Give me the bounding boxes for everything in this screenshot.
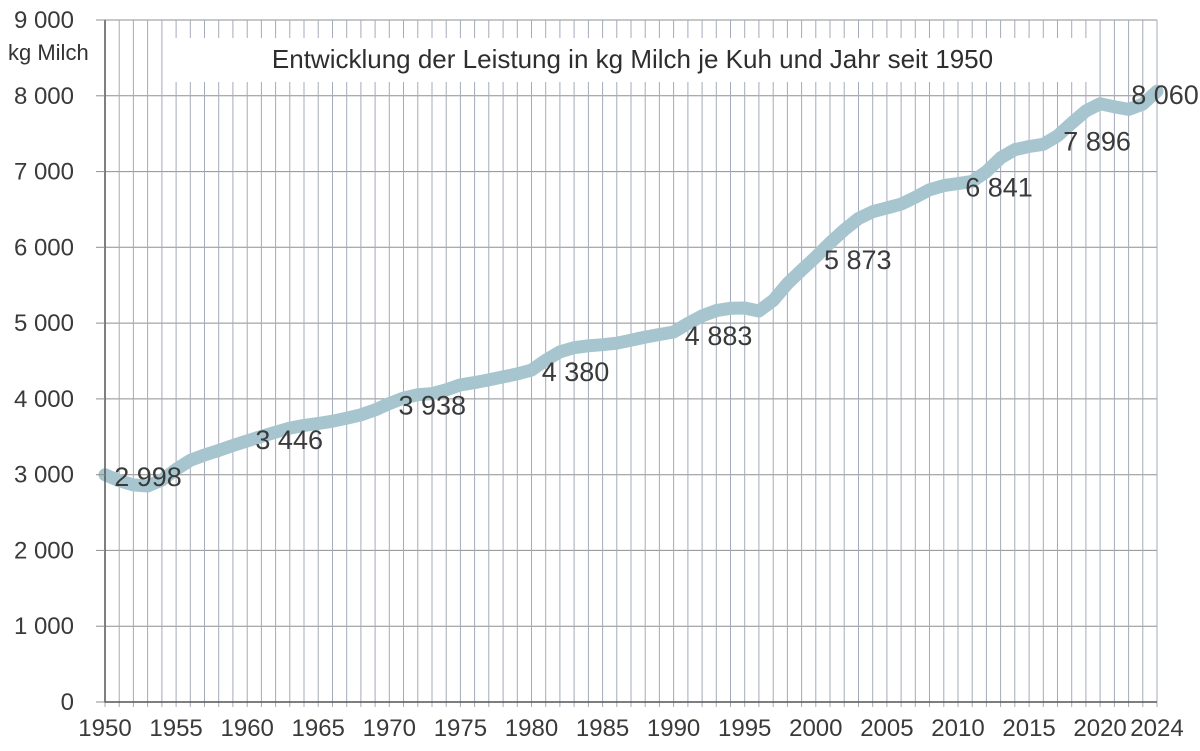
chart-title: Entwicklung der Leistung in kg Milch je …: [271, 44, 994, 74]
title-backdrop: [175, 38, 1087, 82]
y-tick-label: 2 000: [14, 537, 74, 564]
data-label: 4 380: [542, 357, 610, 387]
x-tick-label: 1995: [718, 715, 771, 742]
x-tick-label: 1960: [221, 715, 274, 742]
data-label: 2 998: [114, 462, 182, 492]
y-tick-label: 3 000: [14, 462, 74, 489]
data-label: 3 446: [255, 425, 323, 455]
x-tick-label: 2020: [1073, 715, 1126, 742]
x-tick-label: 2005: [860, 715, 913, 742]
x-tick-label: 1955: [149, 715, 202, 742]
x-tick-label: 1980: [505, 715, 558, 742]
x-tick-label: 1975: [434, 715, 487, 742]
y-tick-label: 9 000: [14, 7, 74, 34]
y-tick-label: 4 000: [14, 386, 74, 413]
x-tick-label: 1950: [78, 715, 131, 742]
data-label: 7 896: [1063, 127, 1131, 157]
x-tick-label: 1985: [576, 715, 629, 742]
x-tick-label: 1965: [292, 715, 345, 742]
data-label: 3 938: [399, 391, 467, 421]
data-label: 6 841: [965, 173, 1033, 203]
x-tick-label: 2000: [789, 715, 842, 742]
data-label: 4 883: [685, 321, 753, 351]
data-label: 8 060: [1131, 80, 1199, 110]
y-tick-label: 5 000: [14, 310, 74, 337]
y-tick-label: 1 000: [14, 613, 74, 640]
y-tick-label: 8 000: [14, 83, 74, 110]
x-tick-label: 1990: [647, 715, 700, 742]
x-tick-label: 2015: [1002, 715, 1055, 742]
y-tick-label: 7 000: [14, 159, 74, 186]
x-tick-label: 2024: [1130, 715, 1183, 742]
x-tick-label: 1970: [363, 715, 416, 742]
x-tick-label: 2010: [931, 715, 984, 742]
y-axis-unit-label: kg Milch: [8, 40, 89, 65]
data-label: 5 873: [824, 245, 892, 275]
y-tick-label: 0: [61, 689, 74, 716]
series-line: [98, 84, 1164, 493]
y-tick-label: 6 000: [14, 234, 74, 261]
